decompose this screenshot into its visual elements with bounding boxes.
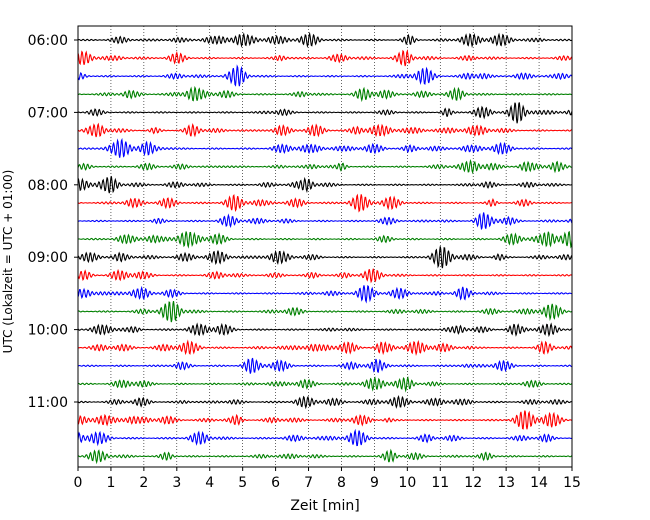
seismic-trace <box>77 212 573 231</box>
x-tick-label: 9 <box>370 475 379 491</box>
y-tick-label: 07:00 <box>28 105 68 121</box>
seismic-trace <box>77 102 573 124</box>
x-axis-ticks: 0 1 2 3 4 5 6 7 8 9 10 11 12 13 14 15 <box>74 467 581 491</box>
seismic-trace <box>77 268 573 284</box>
plot-frame <box>77 25 573 468</box>
seismic-trace <box>77 31 573 48</box>
x-tick-label: 0 <box>74 475 83 491</box>
x-tick-label: 14 <box>530 475 548 491</box>
x-tick-label: 13 <box>497 475 515 491</box>
seismic-trace <box>77 410 573 430</box>
seismic-trace <box>77 85 573 103</box>
x-axis-label: Zeit [min] <box>290 498 359 514</box>
seismic-trace <box>77 49 573 67</box>
y-tick-label: 08:00 <box>28 178 68 194</box>
seismic-trace <box>77 322 573 338</box>
y-axis-ticks: 06:00 07:00 08:00 09:00 10:00 11:00 <box>28 33 78 411</box>
x-tick-label: 12 <box>464 475 482 491</box>
y-axis-label: UTC (Lokalzeit = UTC + 01:00) <box>1 170 15 354</box>
y-tick-label: 06:00 <box>28 33 68 49</box>
x-tick-label: 10 <box>398 475 416 491</box>
x-tick-label: 8 <box>337 475 346 491</box>
seismic-trace <box>77 64 573 87</box>
x-tick-label: 4 <box>205 475 214 491</box>
seismic-trace <box>77 448 573 465</box>
seismic-trace <box>77 428 573 447</box>
seismic-trace <box>77 246 573 269</box>
x-tick-label: 15 <box>563 475 581 491</box>
seismic-trace <box>77 394 573 410</box>
seismic-trace <box>77 122 573 138</box>
y-tick-label: 10:00 <box>28 323 68 339</box>
y-tick-label: 09:00 <box>28 250 68 266</box>
seismic-trace <box>77 376 573 393</box>
seismic-trace <box>77 284 573 304</box>
y-tick-label: 11:00 <box>28 395 68 411</box>
x-tick-label: 11 <box>431 475 449 491</box>
x-tick-label: 5 <box>238 475 247 491</box>
seismic-trace <box>77 175 573 194</box>
seismic-trace <box>77 193 573 213</box>
x-tick-label: 3 <box>172 475 181 491</box>
seismic-traces <box>77 31 573 465</box>
x-tick-label: 1 <box>106 475 115 491</box>
seismic-trace <box>77 300 573 323</box>
x-tick-label: 6 <box>271 475 280 491</box>
seismic-trace <box>77 357 573 374</box>
seismic-trace <box>77 230 573 249</box>
seismic-trace <box>77 137 573 158</box>
seismic-trace <box>77 158 573 175</box>
x-tick-label: 2 <box>139 475 148 491</box>
seismic-trace <box>77 339 573 356</box>
x-tick-label: 7 <box>304 475 313 491</box>
